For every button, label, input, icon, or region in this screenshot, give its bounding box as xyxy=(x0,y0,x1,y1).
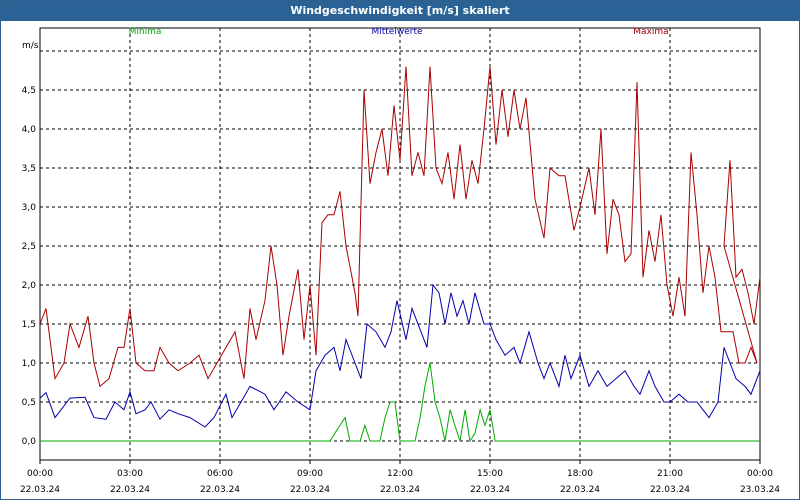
x-tick-time: 00:00 xyxy=(747,469,773,479)
x-tick-date: 22.03.24 xyxy=(380,485,420,495)
legend-layer: Minima Mittelwerte Maxima xyxy=(129,27,669,37)
x-tick-date: 23.03.24 xyxy=(740,485,780,495)
y-tick-label: 4,5 xyxy=(22,86,36,96)
series-layer xyxy=(39,66,761,443)
x-tick-date: 22.03.24 xyxy=(290,485,330,495)
x-tick-date: 22.03.24 xyxy=(560,485,600,495)
x-tick-time: 06:00 xyxy=(207,469,233,479)
legend-entry-mittelwerte: Mittelwerte xyxy=(371,27,422,37)
y-tick-label: 0,0 xyxy=(22,437,37,447)
x-tick-date: 22.03.24 xyxy=(650,485,690,495)
series-line-minima xyxy=(40,362,760,443)
legend-entry-maxima: Maxima xyxy=(633,27,668,37)
chart-title: Windgeschwindigkeit [m/s] skaliert xyxy=(1,1,799,21)
legend-entry-minima: Minima xyxy=(129,27,162,37)
x-tick-time: 03:00 xyxy=(117,469,143,479)
x-tick-date: 22.03.24 xyxy=(20,485,60,495)
x-tick-time: 21:00 xyxy=(657,469,683,479)
grid-layer xyxy=(40,28,760,460)
x-tick-date: 22.03.24 xyxy=(200,485,240,495)
y-tick-label: 4,0 xyxy=(22,125,37,135)
y-tick-label: 0,5 xyxy=(22,398,36,408)
y-tick-label: 2,0 xyxy=(22,281,37,291)
x-tick-time: 15:00 xyxy=(477,469,503,479)
x-tick-time: 09:00 xyxy=(297,469,323,479)
y-axis-label: m/s xyxy=(22,41,39,51)
y-tick-label: 3,0 xyxy=(22,203,37,213)
x-tick-time: 18:00 xyxy=(567,469,593,479)
y-tick-label: 3,5 xyxy=(22,164,36,174)
x-tick-time: 00:00 xyxy=(27,469,53,479)
series-line-maxima xyxy=(39,66,761,388)
y-tick-label: 1,0 xyxy=(22,359,37,369)
axis-layer: 0,0 0,5 1,0 1,5 2,0 2,5 3,0 3,5 4,0 4,5 m/s 00:00 22… xyxy=(20,27,780,495)
series-line-mittelwerte xyxy=(39,283,761,428)
x-tick-time: 12:00 xyxy=(387,469,413,479)
y-tick-label: 2,5 xyxy=(22,242,36,252)
x-tick-date: 22.03.24 xyxy=(110,485,150,495)
x-tick-date: 22.03.24 xyxy=(470,485,510,495)
y-tick-label: 1,5 xyxy=(22,320,36,330)
